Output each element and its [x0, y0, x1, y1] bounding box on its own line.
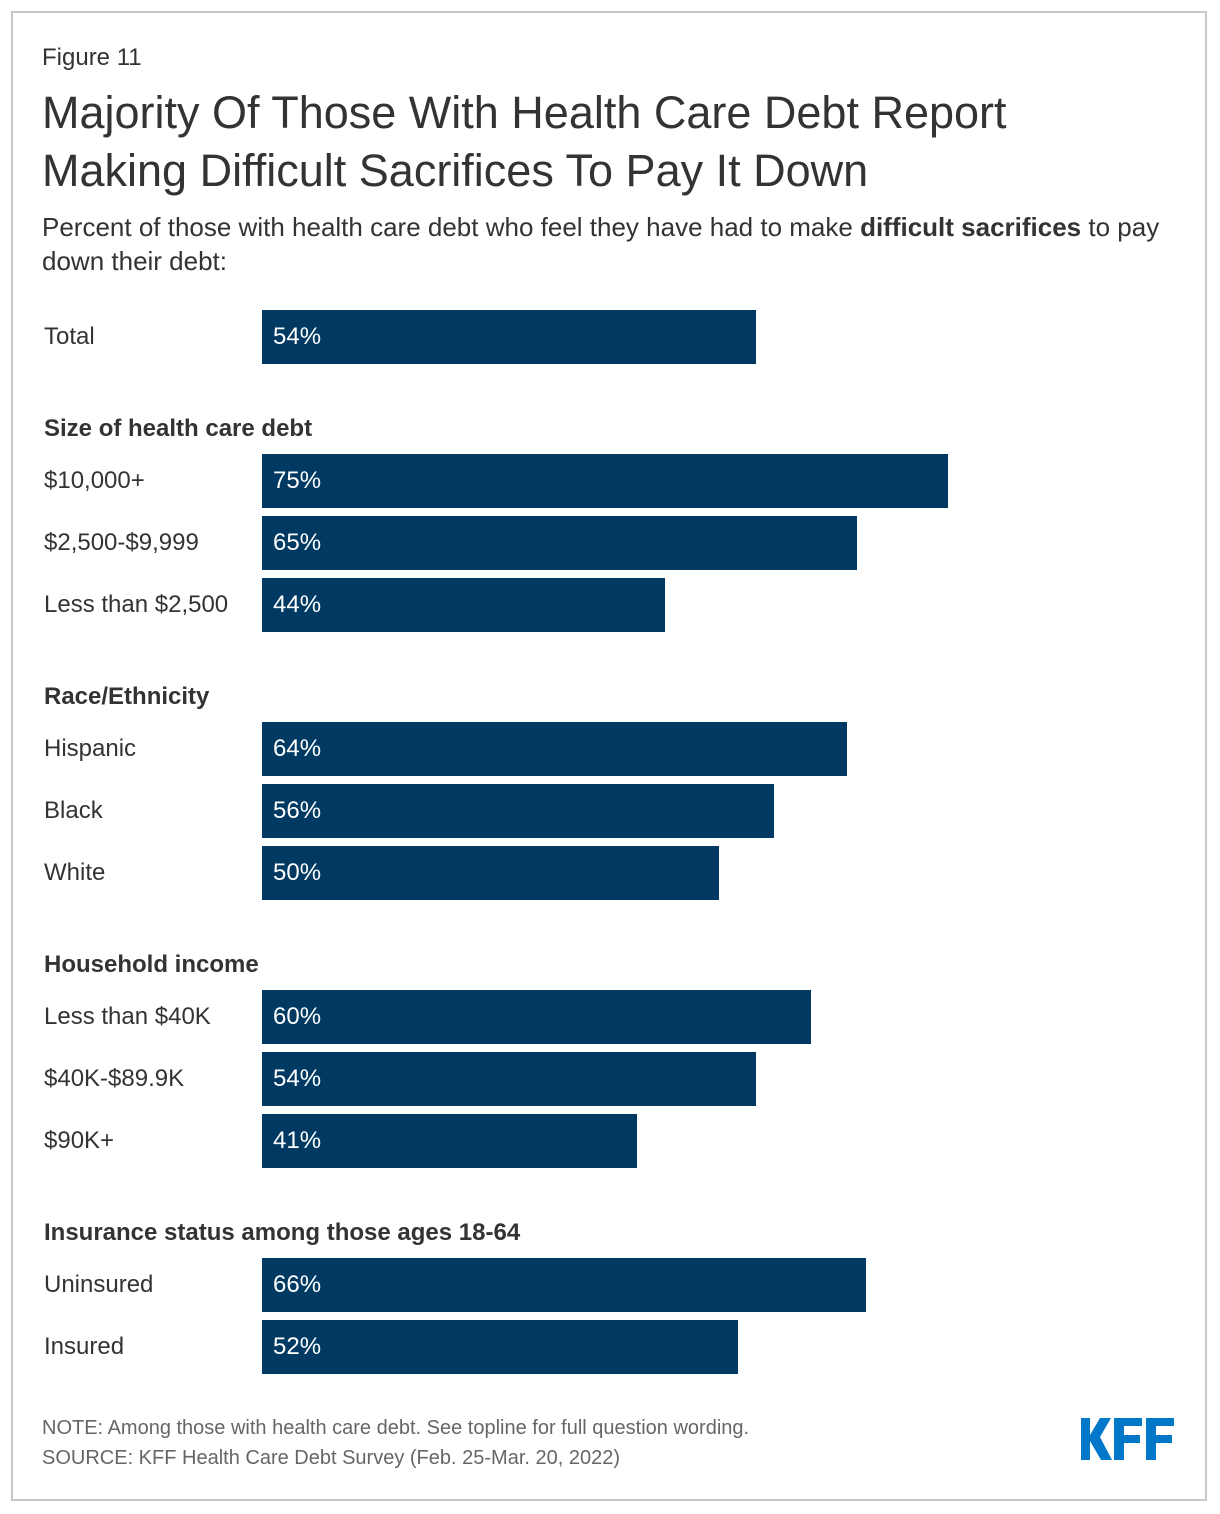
data-label: 50% [273, 859, 322, 886]
category-label: Black [44, 797, 103, 824]
data-label: 75% [273, 467, 322, 494]
bar [262, 578, 665, 632]
bar [262, 1114, 638, 1168]
group-header: Race/Ethnicity [44, 683, 210, 710]
data-label: 54% [273, 323, 322, 350]
data-label: 41% [273, 1127, 322, 1154]
subtitle-text: Percent of those with health care debt w… [42, 212, 861, 242]
bar [262, 310, 756, 364]
category-label: Total [44, 323, 95, 350]
category-label: $40K-$89.9K [44, 1065, 185, 1092]
data-label: 65% [273, 529, 322, 556]
data-label: 56% [273, 797, 322, 824]
data-label: 54% [273, 1065, 322, 1092]
bar [262, 454, 949, 508]
category-label: Uninsured [44, 1271, 154, 1298]
group-header: Size of health care debt [44, 415, 313, 442]
bar [262, 516, 857, 570]
figure-border [11, 11, 1207, 1501]
chart-title: Majority Of Those With Health Care Debt … [42, 87, 1007, 196]
data-label: 44% [273, 591, 322, 618]
bar [262, 722, 848, 776]
category-label: Insured [44, 1333, 125, 1360]
subtitle-bold-text: difficult sacrifices [860, 212, 1082, 242]
kff-logo [1081, 1418, 1177, 1465]
category-label: $10,000+ [44, 467, 145, 494]
data-label: 52% [273, 1333, 322, 1360]
note: NOTE: Among those with health care debt.… [42, 1417, 750, 1439]
bar [262, 784, 775, 838]
category-label: $2,500-$9,999 [44, 529, 199, 556]
bar [262, 1052, 756, 1106]
bar [262, 1320, 738, 1374]
category-label: Hispanic [44, 735, 137, 762]
category-label: Less than $2,500 [44, 591, 229, 618]
category-label: $90K+ [44, 1127, 115, 1154]
figure-label: Figure 11 [42, 44, 142, 71]
data-label: 64% [273, 735, 322, 762]
data-label: 60% [273, 1003, 322, 1030]
category-label: White [44, 859, 106, 886]
category-label: Less than $40K [44, 1003, 211, 1030]
data-label: 66% [273, 1271, 322, 1298]
bar [262, 990, 811, 1044]
bar [262, 1258, 866, 1312]
kff-logo-icon [1081, 1418, 1174, 1460]
group-header: Insurance status among those ages 18-64 [44, 1219, 521, 1246]
group-header: Household income [44, 951, 259, 978]
subtitle-text-end: to pay down their debt: [42, 212, 1160, 276]
source: SOURCE: KFF Health Care Debt Survey (Feb… [42, 1447, 620, 1469]
chart-subtitle: Percent of those with health care debt w… [42, 210, 1192, 278]
bar [262, 846, 720, 900]
